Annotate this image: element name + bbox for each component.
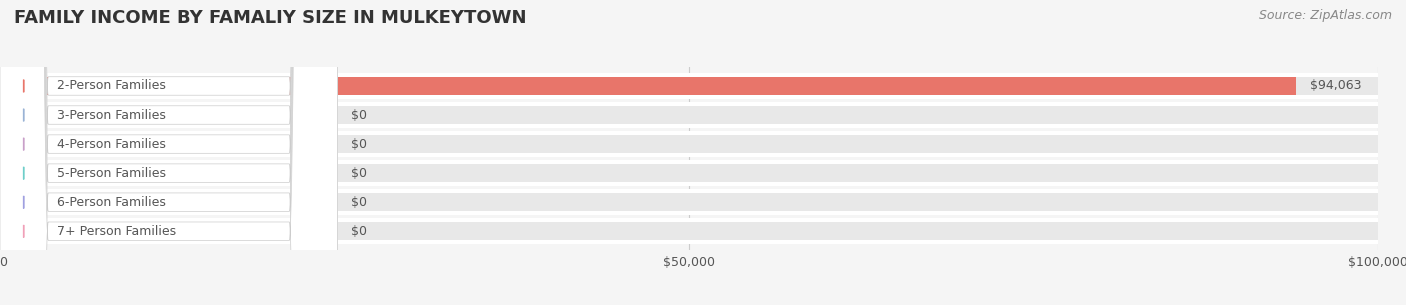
- Text: 7+ Person Families: 7+ Person Families: [58, 225, 177, 238]
- Bar: [0, 77, 1378, 95]
- Text: 2-Person Families: 2-Person Families: [58, 80, 166, 92]
- Bar: [0, 160, 1378, 186]
- FancyBboxPatch shape: [0, 0, 337, 305]
- Text: $0: $0: [352, 109, 367, 121]
- Bar: [0, 193, 1378, 211]
- Bar: [0, 131, 1378, 157]
- FancyBboxPatch shape: [0, 0, 337, 305]
- Text: 5-Person Families: 5-Person Families: [58, 167, 166, 180]
- Bar: [0, 218, 1378, 244]
- Bar: [0, 135, 1378, 153]
- Text: 6-Person Families: 6-Person Families: [58, 196, 166, 209]
- Text: $94,063: $94,063: [1310, 80, 1361, 92]
- Bar: [0, 106, 1378, 124]
- Bar: [0, 73, 1378, 99]
- FancyBboxPatch shape: [0, 0, 337, 305]
- Bar: [0, 77, 1296, 95]
- Text: FAMILY INCOME BY FAMALIY SIZE IN MULKEYTOWN: FAMILY INCOME BY FAMALIY SIZE IN MULKEYT…: [14, 9, 527, 27]
- Text: $0: $0: [352, 225, 367, 238]
- Text: $0: $0: [352, 196, 367, 209]
- Bar: [0, 164, 1378, 182]
- Text: $0: $0: [352, 138, 367, 151]
- Text: 3-Person Families: 3-Person Families: [58, 109, 166, 121]
- Text: $0: $0: [352, 167, 367, 180]
- Text: Source: ZipAtlas.com: Source: ZipAtlas.com: [1258, 9, 1392, 22]
- FancyBboxPatch shape: [0, 0, 337, 305]
- Bar: [0, 222, 1378, 240]
- Bar: [0, 102, 1378, 128]
- Bar: [0, 189, 1378, 215]
- FancyBboxPatch shape: [0, 0, 337, 305]
- Text: 4-Person Families: 4-Person Families: [58, 138, 166, 151]
- FancyBboxPatch shape: [0, 0, 337, 305]
